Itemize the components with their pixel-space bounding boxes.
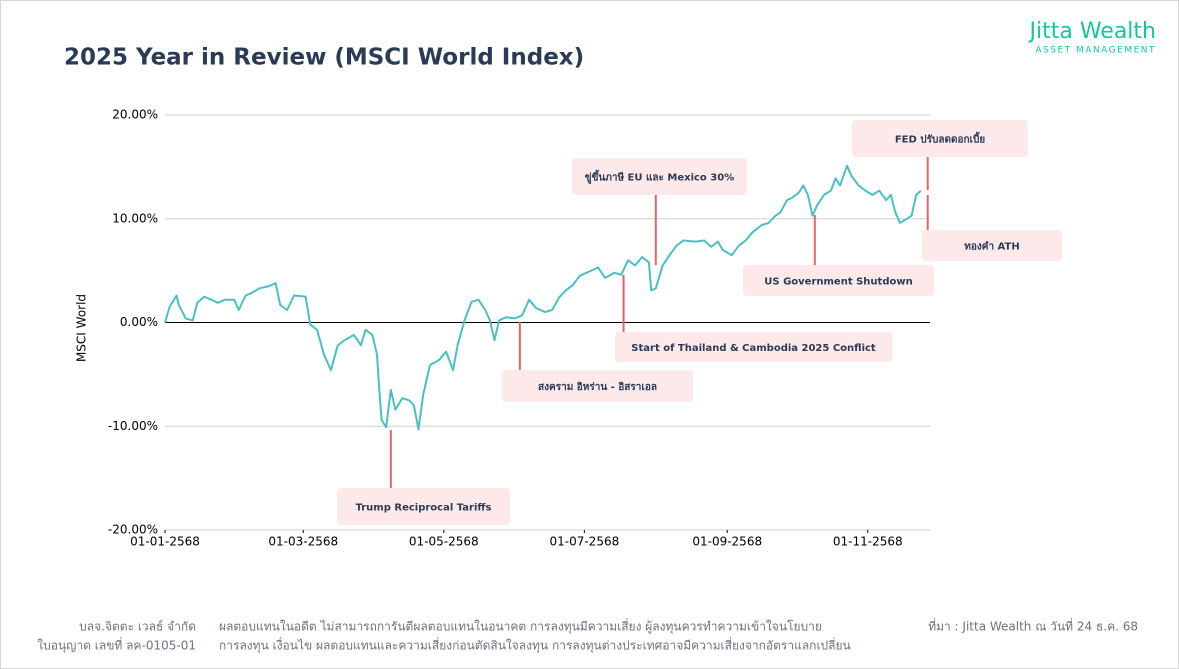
- annotation-text: FED ปรับลดดอกเบี้ย: [895, 132, 985, 146]
- y-tick-label: 20.00%: [112, 108, 158, 122]
- x-tick-label: 01-09-2568: [692, 535, 762, 549]
- annotation-box: [615, 332, 892, 362]
- annotation-text: ขู่ขึ้นภาษี EU และ Mexico 30%: [585, 170, 734, 185]
- footer-company: บลจ.จิตตะ เวลธ์ จำกัด: [79, 620, 196, 634]
- annotation-box: [337, 488, 510, 525]
- annotation-box: [502, 370, 693, 402]
- annotation-text: US Government Shutdown: [764, 277, 912, 288]
- y-tick-label: 0.00%: [120, 315, 158, 329]
- footer-disclaimer: การลงทุน เงื่อนไข ผลตอบแทนและความเสี่ยงก…: [219, 637, 851, 654]
- y-tick-label: -10.00%: [108, 419, 158, 433]
- x-tick-label: 01-01-2568: [130, 535, 200, 549]
- footer-disclaimer: ผลตอบแทนในอดีต ไม่สามารถการันตีผลตอบแทนใ…: [219, 618, 822, 635]
- index-line: [164, 164, 922, 431]
- annotation-text: ทองคำ ATH: [964, 241, 1019, 253]
- logo: Jitta Wealth: [1028, 19, 1157, 44]
- annotation-box: [852, 120, 1028, 157]
- footer-company: ใบอนุญาต เลขที่ ลค-0105-01: [37, 637, 196, 654]
- y-axis-label: MSCI World: [75, 294, 89, 362]
- y-tick-label: 10.00%: [112, 211, 158, 225]
- annotation-box: [572, 158, 747, 195]
- x-tick-label: 01-05-2568: [409, 535, 479, 549]
- page-title: 2025 Year in Review (MSCI World Index): [64, 45, 584, 71]
- annotation-box: [922, 230, 1062, 261]
- annotation-text: Trump Reciprocal Tariffs: [356, 503, 492, 514]
- x-tick-label: 01-03-2568: [268, 535, 338, 549]
- annotation-box: [743, 265, 934, 296]
- y-tick-label: -20.00%: [108, 523, 158, 537]
- annotation-text: สงคราม อิหร่าน - อิสราเอล: [538, 381, 657, 393]
- logo-sub: ASSET MANAGEMENT: [1035, 46, 1156, 56]
- footer-source: ที่มา : Jitta Wealth ณ วันที่ 24 ธ.ค. 68: [928, 618, 1138, 634]
- annotation-text: Start of Thailand & Cambodia 2025 Confli…: [631, 343, 876, 354]
- x-tick-label: 01-07-2568: [549, 535, 619, 549]
- x-tick-label: 01-11-2568: [833, 535, 903, 549]
